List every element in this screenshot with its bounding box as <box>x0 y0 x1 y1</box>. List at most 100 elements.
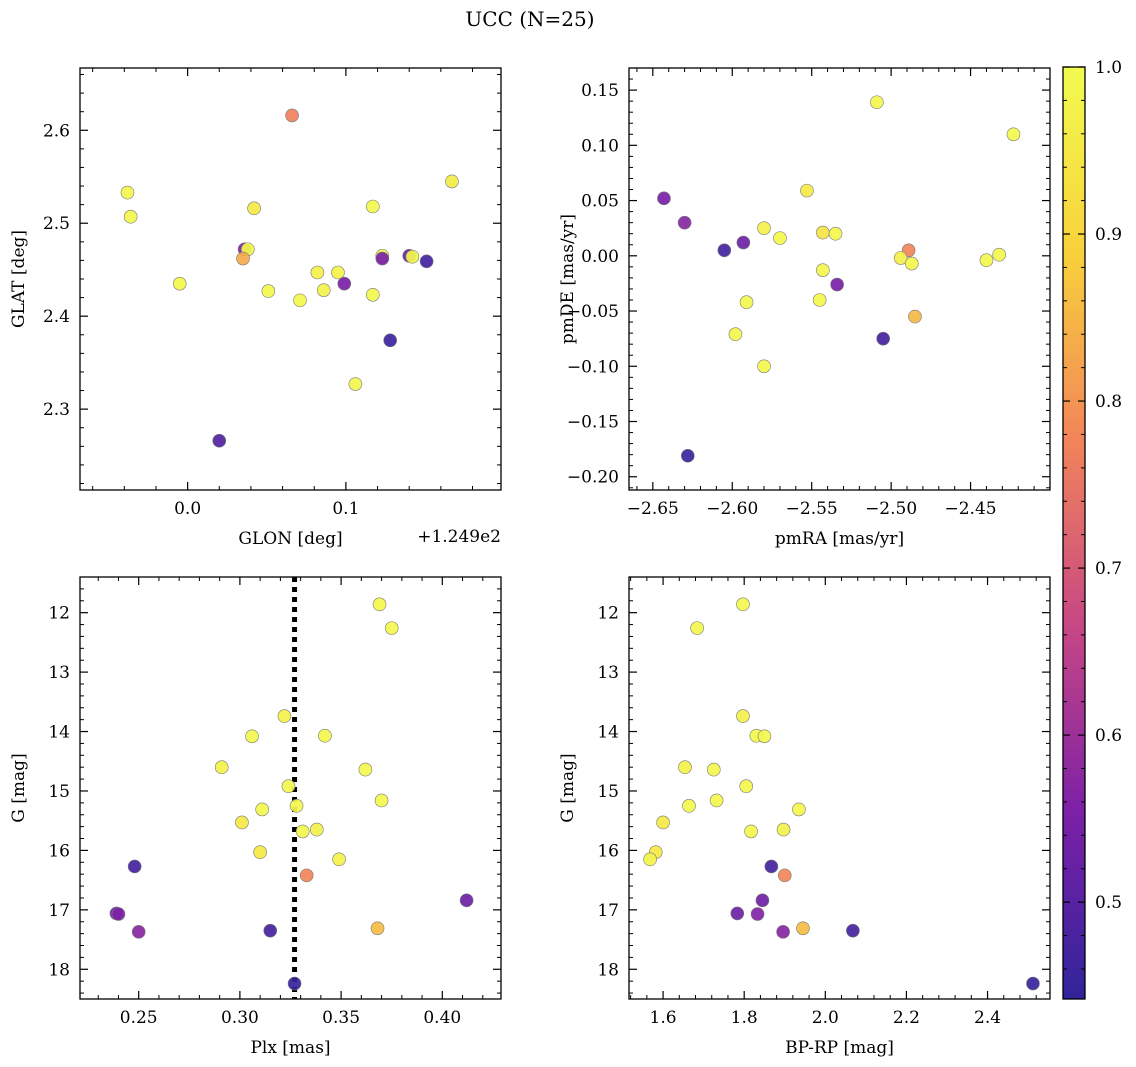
x-tick-label: −2.65 <box>627 499 679 519</box>
y-tick-label: 13 <box>597 663 619 683</box>
x-tick-label: 1.8 <box>731 1008 758 1028</box>
x-tick-label: 0.1 <box>332 499 359 519</box>
x-axis-offset-label: +1.249e2 <box>417 527 501 547</box>
data-point <box>755 893 770 908</box>
data-point <box>253 845 267 859</box>
data-point <box>816 263 830 277</box>
data-point <box>893 251 908 265</box>
y-tick-label: 0.10 <box>581 136 619 156</box>
x-axis-label: GLON [deg] <box>238 529 342 549</box>
data-point <box>236 251 250 266</box>
axes-frame <box>628 576 1051 1000</box>
data-point <box>419 254 434 269</box>
y-tick-label: 13 <box>48 663 70 683</box>
data-point <box>777 868 792 883</box>
data-point <box>717 243 732 258</box>
data-point <box>656 815 670 830</box>
y-tick-label: 14 <box>597 723 619 743</box>
colorbar-tick-label: 0.9 <box>1095 225 1122 245</box>
data-point <box>992 247 1006 262</box>
data-point <box>212 433 227 448</box>
data-point <box>730 906 745 921</box>
data-point <box>261 284 276 298</box>
data-point <box>372 597 387 612</box>
data-point <box>744 824 758 839</box>
data-point <box>172 276 187 291</box>
colorbar-tick-label: 0.5 <box>1095 893 1122 913</box>
x-tick-label: 1.6 <box>650 1008 677 1028</box>
data-point <box>263 923 278 938</box>
colorbar-tick-label: 0.8 <box>1095 392 1122 412</box>
data-point <box>870 95 884 110</box>
data-point <box>792 802 806 817</box>
data-point <box>816 225 830 240</box>
colorbar-bar <box>1062 66 1086 1000</box>
data-point <box>281 779 296 794</box>
data-point <box>750 907 765 921</box>
scatter-panel-pmra-pmde: −2.65 −2.60 −2.55 −2.50 −2.45 −0.20 −0.15 −0.10… <box>558 67 1051 549</box>
x-tick-label: 2.2 <box>893 1008 920 1028</box>
data-point <box>800 183 814 198</box>
y-axis-label: G [mag] <box>558 753 578 822</box>
data-point <box>285 108 299 123</box>
colorbar: 0.5 0.6 0.7 0.8 0.9 1.0 <box>1062 58 1122 1000</box>
data-point <box>828 226 843 241</box>
data-point <box>120 185 135 200</box>
data-point <box>736 597 750 612</box>
x-tick-label: 0.35 <box>322 1008 360 1028</box>
y-tick-label: 2.4 <box>43 307 70 327</box>
data-point <box>776 822 791 837</box>
colorbar-tick-label: 0.7 <box>1095 559 1122 579</box>
figure-title: UCC (N=25) <box>465 7 594 31</box>
data-point <box>318 728 332 743</box>
axes-frame <box>79 576 502 1000</box>
data-point <box>214 760 229 774</box>
y-tick-label: 2.6 <box>43 121 70 141</box>
y-tick-label: 12 <box>597 604 619 624</box>
data-point <box>331 265 345 280</box>
y-tick-label: −0.15 <box>567 413 619 433</box>
data-point <box>123 209 138 224</box>
data-point <box>846 923 860 938</box>
data-point <box>247 201 261 216</box>
data-point <box>445 174 459 189</box>
data-point <box>680 448 695 463</box>
y-tick-label: −0.10 <box>567 357 619 377</box>
y-axis-label: G [mag] <box>9 753 29 822</box>
x-tick-label: 2.4 <box>974 1008 1001 1028</box>
x-tick-label: −2.60 <box>706 499 758 519</box>
colorbar-tick-label: 0.6 <box>1095 726 1122 746</box>
y-tick-label: −0.20 <box>567 468 619 488</box>
data-point <box>736 235 751 250</box>
y-tick-label: −0.05 <box>567 302 619 322</box>
axes-frame <box>628 67 1051 491</box>
data-point <box>127 859 142 874</box>
x-axis-label: Plx [mas] <box>250 1038 330 1058</box>
scatter-panel-plx-g: 0.25 0.30 0.35 0.40 12 13 14 15 16 17 18 Plx [mas] G… <box>9 576 502 1058</box>
data-point <box>383 333 398 348</box>
data-point <box>375 251 390 266</box>
data-point <box>876 331 890 346</box>
x-tick-label: 0.40 <box>423 1008 461 1028</box>
y-axis-label: pmDE [mas/yr] <box>558 214 578 344</box>
data-point <box>706 762 721 777</box>
data-point <box>678 760 692 774</box>
data-point <box>405 249 420 264</box>
data-point <box>316 283 331 297</box>
y-tick-label: 15 <box>597 782 619 802</box>
data-point <box>287 976 302 991</box>
x-tick-label: 0.0 <box>174 499 201 519</box>
y-tick-label: 0.15 <box>581 81 619 101</box>
y-tick-label: 17 <box>48 901 70 921</box>
data-point <box>358 762 373 777</box>
data-point <box>295 824 310 839</box>
data-point <box>764 859 779 874</box>
colorbar-tick-label: 1.0 <box>1095 58 1122 78</box>
x-tick-label: −2.55 <box>786 499 838 519</box>
data-point <box>332 852 346 867</box>
data-point <box>757 221 771 235</box>
data-point <box>111 907 126 921</box>
x-tick-label: −2.50 <box>865 499 917 519</box>
data-point <box>776 925 790 939</box>
